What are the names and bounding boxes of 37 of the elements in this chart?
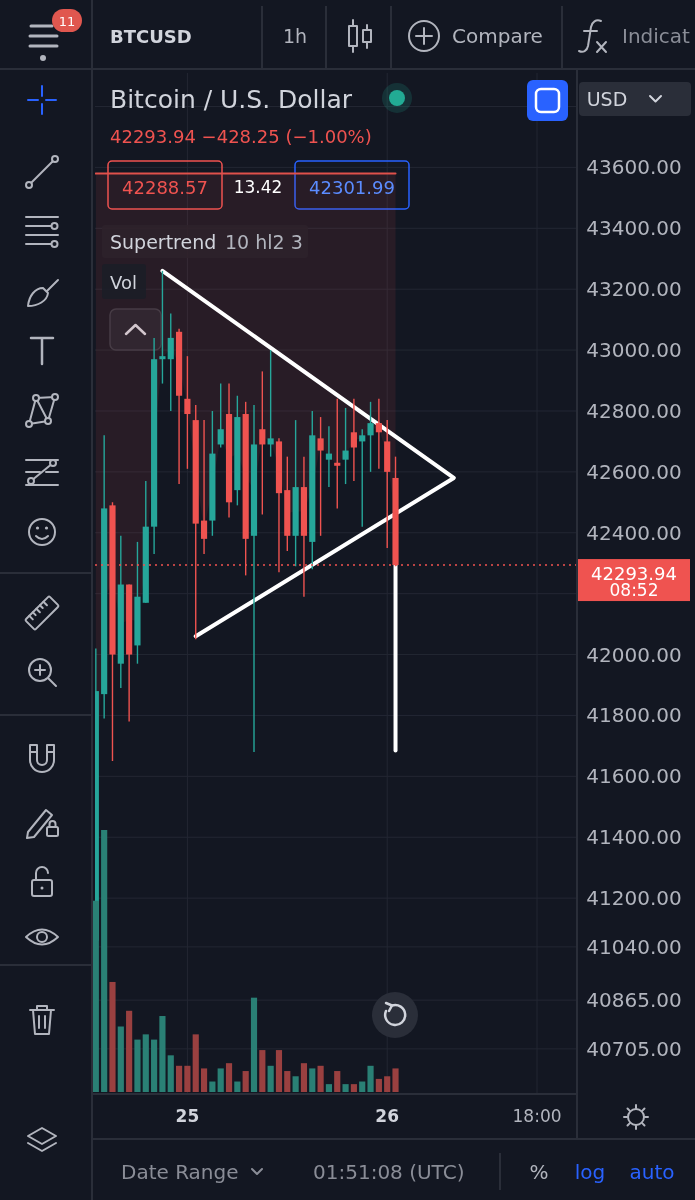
y-tick-label: 42800.00	[586, 398, 682, 423]
text: Bitcoin / U.S. Dollar	[110, 84, 353, 114]
annotation: Supertrend	[110, 231, 217, 253]
y-tick-label: 43200.00	[586, 277, 682, 302]
y-tick-label: 41040.00	[586, 934, 682, 959]
y-tick-label: 41800.00	[586, 703, 682, 728]
annotation: 13.42	[233, 177, 283, 197]
y-tick-label: 41200.00	[586, 886, 682, 911]
y-tick-label: 43400.00	[586, 216, 682, 241]
y-tick-label: 43600.00	[586, 155, 682, 180]
y-tick-label: 42400.00	[586, 520, 682, 545]
y-tick-label: 43000.00	[586, 338, 682, 363]
text: Indicat	[622, 24, 691, 48]
annotation: 10 hl2 3	[225, 231, 303, 253]
text: %	[529, 1160, 549, 1184]
annotation: 42301.99	[309, 176, 395, 198]
x-tick-label: 25	[175, 1106, 200, 1126]
y-tick-label: 40705.00	[586, 1036, 682, 1061]
text: 42293.94 −428.25 (−1.00%)	[110, 125, 372, 147]
annotation: 42288.57	[122, 176, 208, 198]
chart-title: Vol	[110, 271, 137, 293]
text: Date Range	[121, 1160, 239, 1184]
text: 01:51:08 (UTC)	[313, 1160, 465, 1184]
y-tick-label: 42600.00	[586, 459, 682, 484]
text: BTCUSD	[110, 25, 192, 47]
y-tick-label: 41400.00	[586, 825, 682, 850]
x-tick-label: 18:00	[512, 1106, 562, 1126]
y-tick-label: 42000.00	[586, 642, 682, 667]
text: log	[574, 1160, 606, 1184]
text: USD	[586, 88, 628, 110]
y-tick-label: 41600.00	[586, 764, 682, 789]
text: Compare	[452, 24, 543, 48]
y-tick-label: 40865.00	[586, 988, 682, 1013]
text: 1h	[282, 25, 308, 47]
text: auto	[629, 1160, 675, 1184]
text: 11	[58, 13, 76, 29]
x-tick-label: 26	[375, 1106, 400, 1126]
